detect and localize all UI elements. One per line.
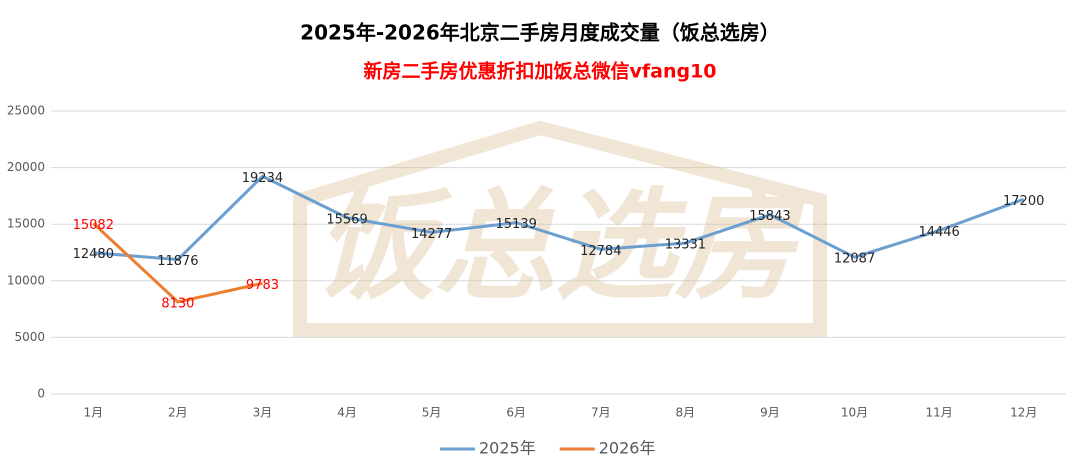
y-tick-label: 20000 [7,160,45,174]
data-label: 12784 [580,244,621,259]
data-label: 15843 [749,209,790,224]
data-label: 12087 [834,252,875,267]
data-label: 11876 [157,254,198,269]
legend-label: 2025年 [479,439,536,458]
chart-subtitle: 新房二手房优惠折扣加饭总微信vfang10 [363,60,716,83]
y-tick-label: 25000 [7,104,45,118]
watermark-logo: 饭总选房 [293,120,827,337]
data-label: 15569 [326,212,367,227]
x-tick-label: 8月 [676,406,696,420]
x-tick-label: 11月 [925,406,952,420]
x-tick-label: 10月 [841,406,868,420]
data-label: 9783 [246,278,279,293]
x-tick-label: 9月 [760,406,780,420]
data-label: 19234 [242,171,283,186]
y-tick-label: 10000 [7,273,45,287]
chart-title: 2025年-2026年北京二手房月度成交量（饭总选房） [300,21,780,45]
data-label: 14277 [411,227,452,242]
series-line [93,174,1025,262]
y-tick-label: 5000 [14,330,45,344]
x-tick-label: 3月 [253,406,273,420]
data-label: 13331 [665,238,706,253]
y-tick-label: 0 [37,387,45,401]
x-tick-label: 2月 [168,406,188,420]
data-label: 14446 [918,225,959,240]
data-label: 17200 [1003,194,1044,209]
series-line [92,222,263,304]
data-label: 15082 [73,218,114,233]
x-tick-label: 7月 [591,406,611,420]
x-tick-label: 5月 [422,406,442,420]
x-tick-label: 12月 [1010,406,1037,420]
x-tick-label: 4月 [337,406,357,420]
x-tick-label: 1月 [83,406,103,420]
data-label: 8130 [161,296,194,311]
watermark-house [293,120,827,337]
data-label: 12480 [73,247,114,262]
watermark-text: 饭总选房 [315,178,806,317]
x-tick-label: 6月 [506,406,526,420]
y-tick-label: 15000 [7,217,45,231]
data-label: 15139 [496,217,537,232]
legend-label: 2026年 [599,439,656,458]
